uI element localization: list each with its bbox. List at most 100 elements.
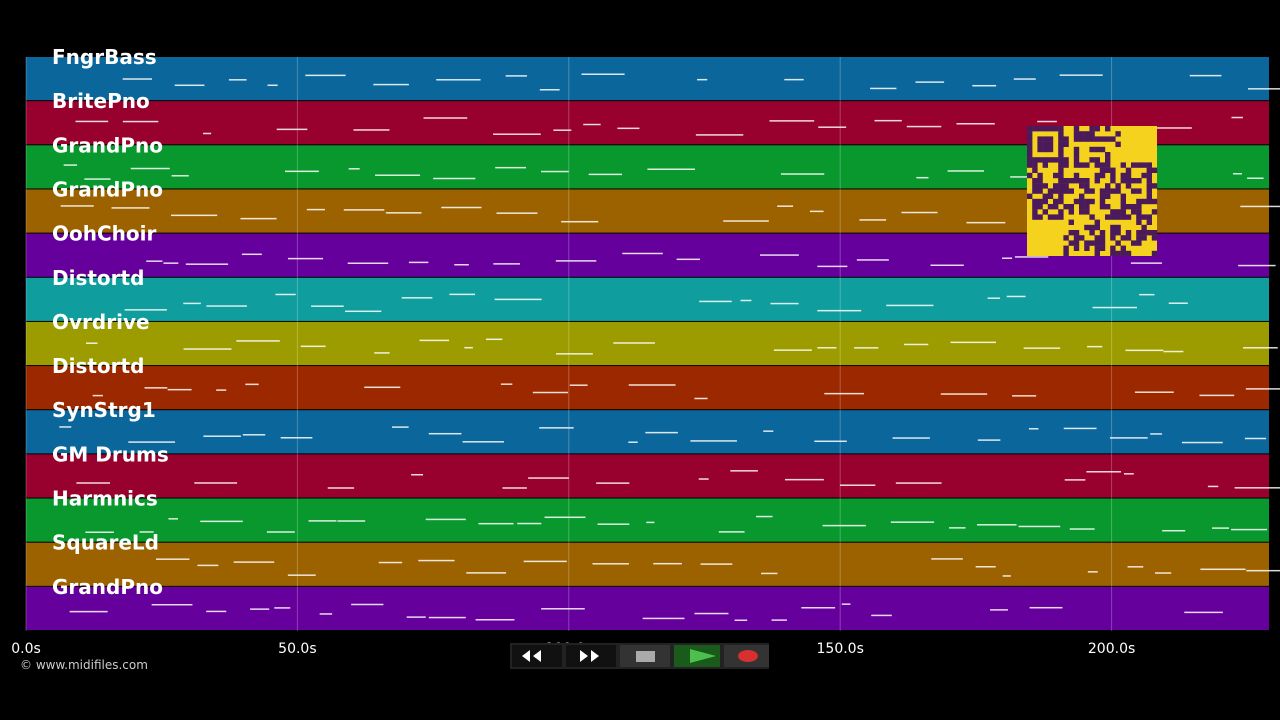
note [423,117,468,119]
note [770,302,799,305]
note [245,383,259,386]
note [1069,528,1095,530]
note [373,83,409,86]
note [697,78,708,81]
note [337,520,366,522]
note [449,293,475,296]
note [814,440,847,443]
note [975,566,996,568]
note [1150,433,1163,435]
note [541,608,585,610]
note [111,207,150,209]
note [556,353,593,355]
note [930,264,964,267]
note [581,73,625,75]
note [1087,571,1098,573]
note [1002,257,1013,259]
rewind-button[interactable] [512,645,562,667]
note [436,79,481,81]
note [950,341,996,344]
note [723,220,769,222]
stop-button[interactable] [620,645,670,667]
note [1168,302,1188,304]
note [1018,525,1061,528]
note [588,173,623,176]
note [761,572,778,575]
note [385,212,422,214]
note [1010,176,1041,178]
track-name: Harmnics [52,487,158,511]
note [916,176,929,179]
note [240,217,277,220]
note [517,522,542,525]
note [1231,116,1243,119]
note [122,78,153,80]
note [990,609,1008,611]
note [500,383,513,385]
track-row [26,498,1269,542]
note [1212,527,1229,529]
note [780,173,825,175]
note [690,440,737,442]
note [1238,264,1276,267]
track-row [26,277,1269,321]
note [167,388,192,391]
note [250,608,270,610]
note [319,613,333,615]
note [653,562,682,565]
note [859,219,887,221]
note [428,616,466,619]
note [343,209,385,211]
note [300,345,326,348]
note [206,305,247,307]
note [1037,120,1057,123]
note [874,119,902,122]
note [1002,575,1011,577]
track-row [26,410,1269,454]
track-name: FngrBass [52,45,157,69]
note [85,531,114,533]
note [555,260,597,262]
play-button[interactable] [674,645,720,667]
note [539,427,574,429]
note [1013,78,1036,80]
note [777,205,794,207]
note [734,619,748,622]
track-name: OohChoir [52,222,156,246]
note [156,558,190,560]
note [418,559,455,562]
note [540,170,569,173]
note [784,478,824,481]
note [695,134,744,136]
note [532,391,569,394]
note [493,263,520,265]
note [185,263,229,265]
note [475,618,515,621]
note [856,259,889,261]
track-name: SynStrg1 [52,398,156,422]
note [1028,428,1039,430]
note [266,531,295,533]
note [345,310,382,313]
note [327,487,355,489]
record-button[interactable] [724,645,769,667]
note [901,211,938,214]
fast-forward-button[interactable] [566,645,616,667]
note [854,347,879,349]
note [1012,395,1037,397]
note [977,524,1017,526]
note [1130,262,1162,264]
note [411,473,424,476]
note [528,477,569,479]
note [1244,437,1267,440]
note [163,262,179,264]
note [274,607,291,609]
note [1092,306,1138,309]
note [841,603,851,605]
note [801,607,836,609]
note [59,426,72,428]
note [553,129,572,131]
note [870,87,897,90]
note [305,74,346,77]
note [454,263,469,266]
